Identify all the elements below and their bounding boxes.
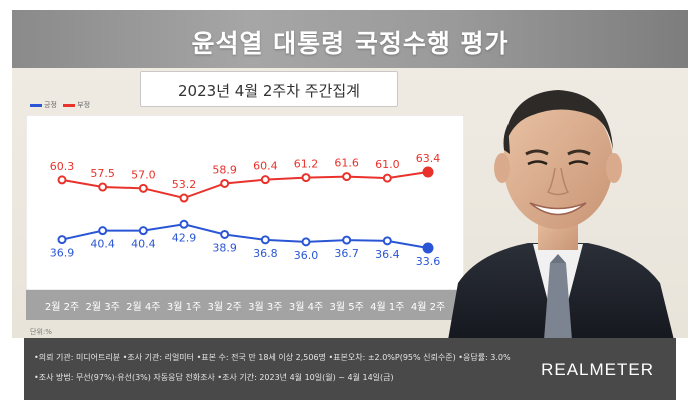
series-line-disapprove: [61, 171, 429, 200]
data-label-approve-7: 36.0: [294, 249, 319, 262]
data-label-disapprove-5: 58.9: [212, 163, 237, 176]
footer-note-1: •의뢰 기관: 미디어트리뷴 •조사 기관: 리얼미터 •표본 수: 전국 만 …: [34, 353, 511, 362]
footer: •의뢰 기관: 미디어트리뷴 •조사 기관: 리얼미터 •표본 수: 전국 만 …: [24, 338, 676, 400]
point-approve-5: [220, 229, 230, 239]
chart-plot: 60.3 57.5 57.0 53.2 58.9 60.4 61.2 61.6 61.0 63.4…: [26, 115, 464, 290]
x-tick-label-1: 2월 2주: [44, 302, 80, 313]
data-label-approve-6: 36.8: [253, 247, 278, 260]
legend-swatch-disapprove: [63, 103, 76, 107]
series-line-approve: [61, 223, 429, 249]
x-tick-label-2: 2월 3주: [85, 302, 120, 313]
data-label-disapprove-4: 53.2: [172, 178, 197, 191]
point-disapprove-2: [98, 182, 108, 192]
point-disapprove-1: [57, 175, 67, 185]
point-disapprove-6: [260, 175, 270, 185]
page-title: 윤석열 대통령 국정수행 평가: [191, 29, 509, 58]
data-label-approve-2: 40.4: [90, 238, 115, 251]
president-portrait: [448, 90, 674, 340]
data-label-approve-3: 40.4: [131, 238, 156, 251]
point-disapprove-10: [422, 166, 434, 178]
data-label-approve-4: 42.9: [172, 231, 197, 244]
point-approve-9: [382, 236, 392, 246]
point-approve-2: [98, 226, 108, 236]
x-tick-label-6: 3월 3주: [248, 302, 283, 313]
realmeter-logo: REALMETER: [541, 360, 654, 379]
point-disapprove-9: [382, 173, 392, 183]
x-tick-label-9: 4월 1주: [370, 302, 405, 313]
point-approve-4: [179, 219, 189, 229]
data-label-approve-1: 36.9: [50, 247, 75, 260]
data-label-disapprove-10: 63.4: [416, 152, 441, 165]
x-tick-label-8: 3월 5주: [329, 302, 364, 313]
point-approve-6: [260, 235, 270, 245]
point-approve-7: [301, 237, 311, 247]
plot-background: [26, 115, 464, 290]
data-label-disapprove-6: 60.4: [253, 160, 278, 173]
x-tick-label-3: 2월 4주: [126, 302, 161, 313]
point-disapprove-5: [220, 178, 230, 188]
legend: 긍정 부정: [26, 100, 90, 110]
x-tick-label-4: 3월 1주: [166, 302, 202, 313]
point-disapprove-3: [138, 183, 148, 193]
point-approve-8: [342, 235, 352, 245]
data-label-approve-9: 36.4: [375, 248, 400, 261]
footer-note-2: •조사 방법: 무선(97%)·유선(3%) 자동응답 전화조사 •조사 기간:…: [34, 373, 394, 382]
data-label-approve-8: 36.7: [334, 247, 359, 260]
x-tick-label-10: 4월 2주: [410, 302, 446, 313]
title-banner: 윤석열 대통령 국정수행 평가: [12, 10, 688, 68]
legend-label-disapprove: 부정: [77, 101, 91, 109]
point-disapprove-4: [179, 193, 189, 203]
point-approve-10: [422, 242, 434, 254]
point-disapprove-7: [301, 173, 311, 183]
subtitle-box: 2023년 4월 2주차 주간집계: [140, 71, 398, 107]
legend-swatch-approve: [30, 103, 42, 107]
legend-label-approve: 긍정: [44, 101, 57, 109]
data-label-approve-10: 33.6: [416, 255, 441, 268]
data-label-disapprove-1: 60.3: [50, 160, 75, 173]
x-tick-label-5: 3월 2주: [207, 302, 242, 313]
unit-label: 단위:%: [30, 328, 52, 336]
point-approve-1: [57, 235, 67, 245]
data-label-disapprove-7: 61.2: [294, 158, 319, 171]
data-label-disapprove-3: 57.0: [131, 168, 156, 181]
x-tick-label-7: 3월 4주: [288, 302, 324, 313]
data-label-disapprove-8: 61.6: [334, 157, 359, 170]
x-axis-bar: 2월 2주 2월 3주 2월 4주 3월 1주 3월 2주 3월 3주 3월 4주 3월 5주…: [26, 290, 464, 320]
point-disapprove-8: [342, 172, 352, 182]
chart-subtitle: 2023년 4월 2주차 주간집계: [178, 82, 360, 100]
data-label-disapprove-2: 57.5: [90, 167, 115, 180]
data-label-approve-5: 38.9: [212, 241, 237, 254]
data-label-disapprove-9: 61.0: [375, 158, 400, 171]
point-approve-3: [138, 226, 148, 236]
